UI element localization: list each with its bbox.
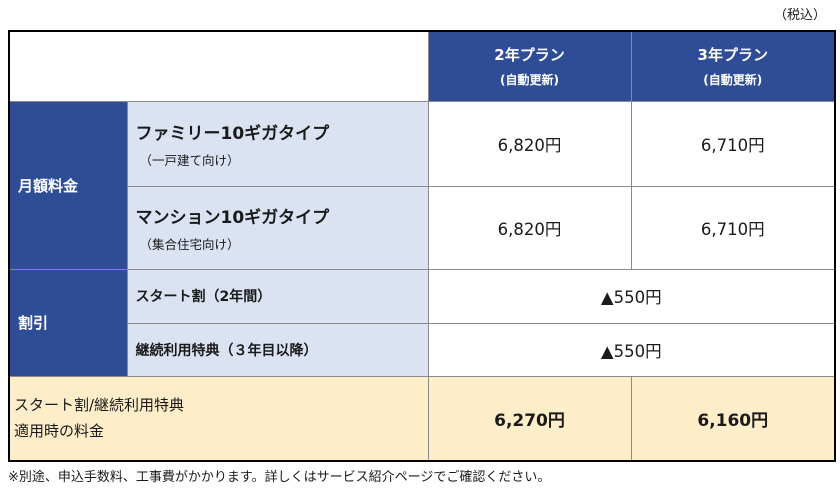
plan-2yr-sublabel: (自動更新) [500,73,559,88]
plan-family-cell: ファミリー10ギガタイプ （一戸建て向け） [126,100,429,187]
total-price-3yr: 6,160円 [630,375,836,462]
total-row: スタート割/継続利用特典 適用時の料金 6,270円 6,160円 [8,375,836,462]
plan-name: マンション10ギガタイプ [135,207,330,228]
plan-name: ファミリー10ギガタイプ [135,123,330,144]
footnote: ※別途、申込手数料、工事費がかかります。詳しくはサービス紹介ページでご確認くださ… [8,470,551,485]
header-blank-cell [8,30,429,102]
discount-name: 継続利用特典（３年目以降） [126,322,429,377]
price-cell: 6,820円 [427,185,632,270]
plan-3yr-sublabel: (自動更新) [703,73,763,88]
price-cell: 6,710円 [630,185,836,270]
table-row: マンション10ギガタイプ （集合住宅向け） 6,820円 6,710円 [9,185,836,270]
header-3yr-plan: 3年プラン (自動更新) [630,30,836,102]
plan-2yr-label: 2年プラン [494,46,565,65]
discount-value: ▲550円 [427,268,836,324]
price-cell: 6,710円 [630,100,836,187]
pricing-table: 2年プラン (自動更新) 3年プラン (自動更新) 月額料金 ファミリー10ギガ… [8,30,836,462]
table-row: 継続利用特典（３年目以降） ▲550円 [9,322,836,377]
plan-mansion-cell: マンション10ギガタイプ （集合住宅向け） [126,185,429,270]
plan-3yr-label: 3年プラン [697,46,768,65]
price-cell: 6,820円 [427,100,632,187]
monthly-fee-category: 月額料金 [8,100,128,270]
discount-name: スタート割（2年間） [126,268,429,324]
total-label-line2: 適用時の料金 [14,422,105,441]
tax-included-note: （税込） [773,8,826,23]
total-label-line1: スタート割/継続利用特典 [14,396,185,415]
total-label-cell: スタート割/継続利用特典 適用時の料金 [8,375,429,462]
discount-value: ▲550円 [427,322,836,377]
total-price-2yr: 6,270円 [427,375,632,462]
table-row: 月額料金 ファミリー10ギガタイプ （一戸建て向け） 6,820円 6,710円 [8,100,836,270]
discount-category: 割引 [8,268,128,377]
plan-subtitle: （集合住宅向け） [139,236,240,252]
table-header-row: 2年プラン (自動更新) 3年プラン (自動更新) [8,30,836,102]
plan-subtitle: （一戸建て向け） [139,152,240,168]
table-row: 割引 スタート割（2年間） ▲550円 [8,268,836,377]
header-2yr-plan: 2年プラン (自動更新) [427,30,632,102]
